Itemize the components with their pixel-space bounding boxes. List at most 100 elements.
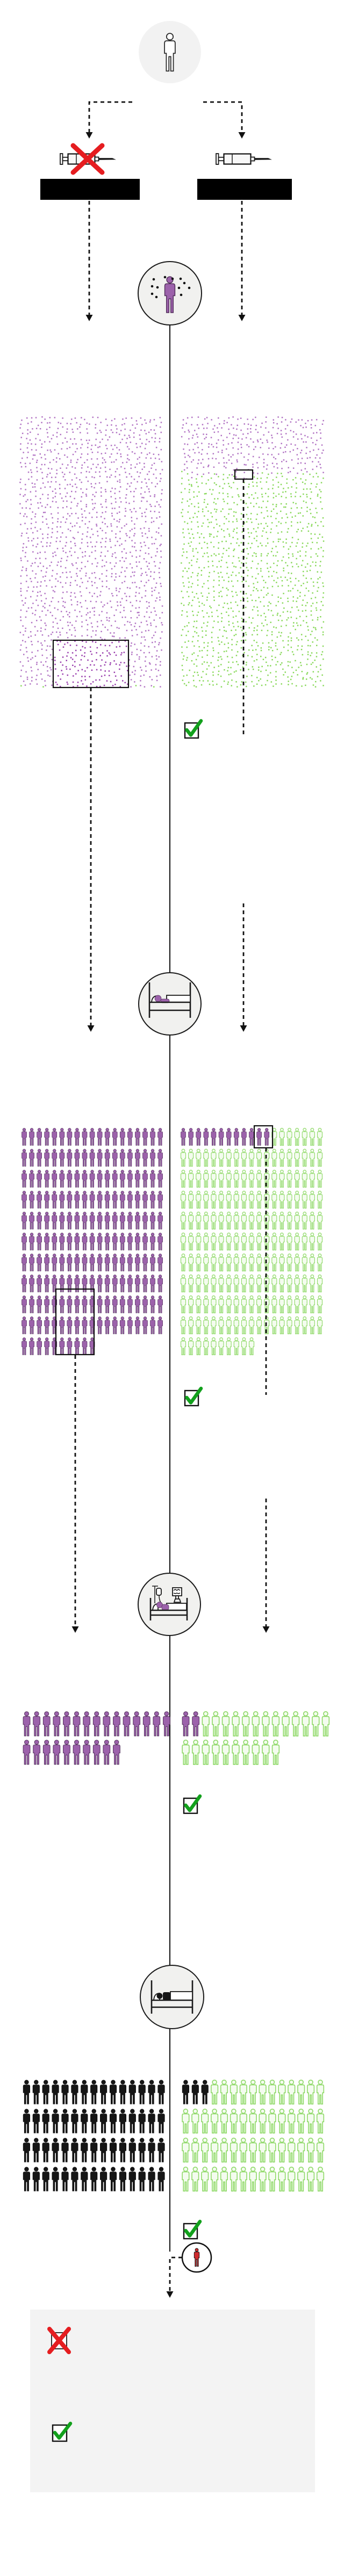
person-pictogram — [29, 1337, 34, 1355]
person-pictogram — [182, 2108, 190, 2134]
person-pictogram — [32, 2080, 40, 2104]
person-pictogram — [180, 1190, 187, 1209]
person-pictogram — [302, 1711, 310, 1736]
person-pictogram — [44, 1149, 50, 1167]
person-pictogram — [309, 1316, 315, 1334]
person-pictogram — [309, 1127, 315, 1146]
person-pictogram — [63, 1740, 70, 1765]
person-pictogram — [150, 1316, 155, 1334]
person-pictogram — [59, 1212, 65, 1229]
person-pictogram — [201, 2166, 209, 2192]
person-pictogram — [42, 1711, 51, 1736]
person-pictogram — [196, 1190, 202, 1209]
person-pictogram — [188, 1211, 194, 1229]
person-pictogram — [249, 2108, 257, 2134]
person-pictogram — [44, 1337, 50, 1355]
population-dot-field-unvaccinated — [19, 416, 163, 689]
person-pictogram — [71, 2109, 78, 2133]
person-pictogram — [218, 1148, 224, 1167]
outcome-checkmark — [183, 2219, 202, 2240]
person-pictogram — [59, 1191, 65, 1209]
person-pictogram — [81, 2109, 88, 2133]
person-pictogram — [97, 1212, 103, 1229]
person-pictogram — [128, 2080, 136, 2104]
person-pictogram — [196, 1211, 202, 1229]
person-pictogram — [233, 1169, 239, 1188]
person-pictogram — [226, 1274, 232, 1292]
person-pictogram — [63, 1711, 70, 1736]
person-pictogram — [220, 2166, 228, 2192]
person-pictogram — [317, 1274, 323, 1292]
patient-torso — [161, 1604, 169, 1611]
person-pictogram — [52, 1170, 58, 1188]
person-pictogram — [100, 2167, 108, 2191]
person-pictogram — [286, 1127, 292, 1146]
person-pictogram — [188, 1337, 194, 1355]
person-pictogram — [29, 1254, 34, 1271]
person-pictogram — [278, 2166, 286, 2192]
outcome-checkmark — [183, 1794, 202, 1814]
person-pictogram — [252, 1739, 260, 1765]
person-pictogram — [142, 1275, 148, 1292]
person-pictogram — [135, 1316, 140, 1334]
person-pictogram — [202, 1711, 210, 1736]
person-pictogram — [119, 1191, 125, 1209]
person-pictogram — [302, 1232, 307, 1250]
virus-particle-dot — [183, 281, 186, 285]
person-pictogram — [119, 1128, 125, 1146]
person-pictogram — [218, 1295, 224, 1313]
person-pictogram — [73, 1740, 81, 1765]
person-pictogram — [286, 1148, 292, 1167]
person-pictogram — [67, 1191, 73, 1209]
virus-particle-dot — [150, 285, 154, 288]
person-pictogram — [89, 1170, 95, 1188]
person-pictogram — [259, 2108, 267, 2134]
person-pictogram — [52, 2138, 59, 2162]
person-pictogram — [138, 2138, 146, 2162]
person-pictogram — [188, 1274, 194, 1292]
person-pictogram — [286, 1316, 292, 1334]
person-pictogram — [294, 1169, 300, 1188]
person-pictogram — [157, 1316, 163, 1334]
person-pictogram — [218, 1128, 224, 1146]
person-pictogram — [233, 1211, 239, 1229]
person-pictogram — [230, 2137, 238, 2163]
person-pictogram — [294, 1274, 300, 1292]
person-pictogram — [150, 1149, 155, 1167]
person-pictogram — [112, 1212, 118, 1229]
person-pictogram — [52, 1128, 58, 1146]
person-pictogram — [71, 2138, 78, 2162]
person-pictogram — [74, 1296, 80, 1313]
person-pictogram — [218, 1190, 224, 1209]
person-pictogram — [22, 1212, 27, 1229]
person-outline-icon — [164, 33, 176, 72]
person-pictogram — [226, 1232, 232, 1250]
person-pictogram — [256, 1295, 262, 1313]
person-pictogram — [123, 1711, 131, 1736]
person-pictogram — [59, 1337, 65, 1355]
person-pictogram — [256, 1316, 262, 1334]
person-pictogram — [89, 1149, 95, 1167]
person-pictogram — [52, 2167, 59, 2191]
person-pictogram — [44, 1233, 50, 1250]
person-pictogram — [286, 1190, 292, 1209]
person-pictogram — [294, 1232, 300, 1250]
person-pictogram — [233, 1232, 239, 1250]
person-pictogram — [191, 2137, 199, 2163]
person-pictogram — [302, 1169, 307, 1188]
person-pictogram — [67, 1233, 73, 1250]
person-pictogram — [226, 1295, 232, 1313]
person-pictogram — [309, 1190, 315, 1209]
person-pictogram — [22, 1128, 27, 1146]
person-pictogram — [97, 1275, 103, 1292]
person-pictogram — [212, 1739, 220, 1765]
person-pictogram — [127, 1212, 133, 1229]
person-pictogram — [317, 1127, 323, 1146]
person-pictogram — [271, 1232, 277, 1250]
person-pictogram — [142, 1296, 148, 1313]
person-pictogram — [203, 1253, 209, 1271]
person-pictogram — [248, 1274, 255, 1292]
person-pictogram — [138, 2080, 146, 2104]
person-pictogram — [135, 1212, 140, 1229]
person-pictogram — [262, 1711, 270, 1736]
